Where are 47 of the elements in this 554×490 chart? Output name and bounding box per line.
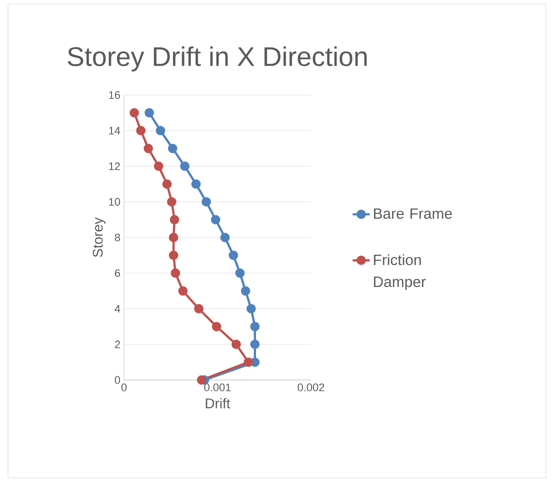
- point: [191, 179, 201, 189]
- point: [170, 214, 180, 224]
- legend-label: Bare Frame: [374, 208, 452, 219]
- point: [144, 108, 154, 118]
- point: [228, 250, 238, 260]
- y-tick-label: 16: [109, 91, 120, 99]
- y-tick-label: 12: [109, 162, 120, 170]
- point: [144, 144, 153, 154]
- legend-label: Friction Damper: [374, 254, 426, 290]
- point: [136, 126, 146, 136]
- x-axis-title: Drift: [206, 398, 230, 408]
- point: [168, 250, 178, 260]
- point: [178, 286, 188, 296]
- y-tick-label: 0: [114, 376, 120, 384]
- point: [250, 322, 260, 332]
- point: [235, 268, 245, 278]
- chart-title: Storey Drift in X Direction: [68, 46, 367, 72]
- y-tick-label: 14: [109, 126, 120, 134]
- point: [244, 357, 254, 367]
- y-tick-label: 8: [114, 234, 120, 242]
- x-tick-label: 0: [121, 384, 127, 392]
- y-tick-label: 2: [114, 340, 120, 348]
- point: [167, 197, 176, 207]
- point: [180, 162, 190, 171]
- y-axis-title: Storey: [92, 217, 106, 257]
- x-tick-label: 0.001: [204, 384, 231, 392]
- point: [168, 144, 178, 154]
- y-tick-label: 4: [114, 304, 120, 313]
- point: [220, 232, 230, 242]
- point: [240, 286, 250, 296]
- point: [194, 304, 204, 314]
- x-tick-label: 0.002: [298, 384, 324, 392]
- point: [250, 340, 260, 350]
- point: [130, 108, 139, 118]
- point: [212, 322, 222, 332]
- point: [232, 340, 241, 350]
- y-tick-label: 6: [114, 269, 120, 277]
- point: [162, 179, 172, 189]
- y-tick-label: 10: [109, 198, 120, 206]
- point: [246, 304, 256, 314]
- point: [210, 214, 220, 224]
- point: [168, 232, 178, 242]
- point: [170, 268, 180, 278]
- point: [202, 197, 211, 207]
- point: [154, 162, 164, 171]
- point: [196, 375, 206, 385]
- point: [156, 126, 166, 136]
